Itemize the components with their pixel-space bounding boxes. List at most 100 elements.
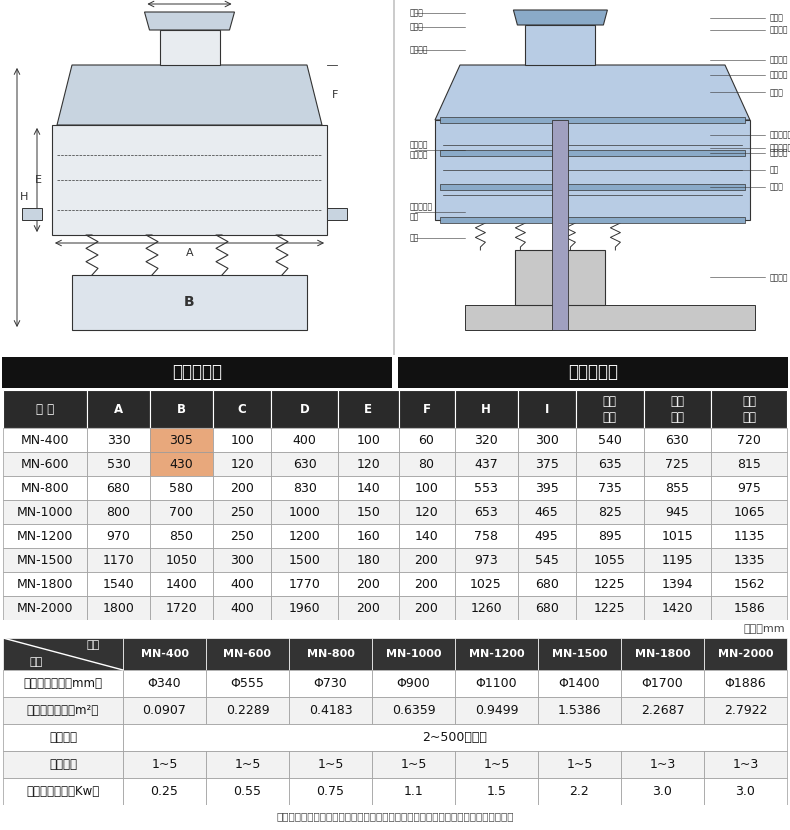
Text: 1050: 1050: [166, 554, 198, 567]
Text: 1~5: 1~5: [401, 758, 427, 771]
Bar: [372, 697, 455, 724]
Text: D: D: [299, 403, 310, 416]
Text: 758: 758: [474, 530, 498, 543]
Text: 0.0907: 0.0907: [142, 704, 186, 717]
Text: 1~5: 1~5: [566, 758, 592, 771]
Bar: [704, 638, 787, 670]
Text: 400: 400: [230, 578, 254, 590]
Bar: [123, 697, 206, 724]
Bar: [398, 428, 454, 452]
Text: 1025: 1025: [470, 578, 502, 590]
Text: 680: 680: [535, 578, 559, 590]
Bar: [22, 208, 42, 220]
Text: 一层
高度: 一层 高度: [603, 394, 617, 423]
Bar: [206, 638, 289, 670]
Text: MN-1800: MN-1800: [17, 578, 73, 590]
Bar: [213, 500, 271, 524]
Bar: [644, 390, 711, 428]
Bar: [398, 452, 454, 476]
Text: 橡胶球: 橡胶球: [770, 88, 784, 97]
Text: 1394: 1394: [661, 578, 693, 590]
Bar: [213, 548, 271, 572]
Bar: [644, 500, 711, 524]
Text: 100: 100: [415, 481, 438, 495]
Text: 1.1: 1.1: [404, 785, 423, 798]
Text: 单位：mm: 单位：mm: [743, 624, 785, 634]
Text: 2.2687: 2.2687: [641, 704, 684, 717]
Bar: [87, 500, 150, 524]
Text: 1720: 1720: [166, 602, 198, 614]
Text: A: A: [186, 248, 194, 258]
Text: 1335: 1335: [733, 554, 765, 567]
Text: 545: 545: [535, 554, 559, 567]
Text: Φ730: Φ730: [314, 677, 348, 690]
Text: 辅助筛网: 辅助筛网: [770, 26, 788, 35]
Bar: [338, 428, 398, 452]
Bar: [3, 390, 87, 428]
Text: 1420: 1420: [661, 602, 693, 614]
Text: 437: 437: [474, 457, 498, 471]
Text: 200: 200: [415, 578, 438, 590]
Bar: [515, 250, 605, 305]
Bar: [87, 452, 150, 476]
Bar: [576, 428, 644, 452]
Text: 700: 700: [170, 505, 194, 519]
Bar: [517, 500, 576, 524]
Bar: [644, 452, 711, 476]
Bar: [372, 778, 455, 805]
Bar: [271, 428, 338, 452]
Text: 150: 150: [356, 505, 380, 519]
Bar: [213, 452, 271, 476]
Bar: [455, 778, 538, 805]
Bar: [3, 548, 87, 572]
Text: 小尺径排料
束环: 小尺径排料 束环: [410, 203, 433, 222]
Text: 弹簧: 弹簧: [410, 233, 419, 242]
Text: B: B: [177, 403, 186, 416]
Text: 305: 305: [170, 433, 194, 447]
Bar: [644, 524, 711, 548]
Bar: [213, 390, 271, 428]
Bar: [454, 524, 517, 548]
Polygon shape: [514, 10, 608, 25]
Bar: [711, 428, 787, 452]
Text: 1~3: 1~3: [732, 758, 758, 771]
Text: MN-1500: MN-1500: [551, 649, 608, 659]
Bar: [372, 751, 455, 778]
Text: 1.5386: 1.5386: [558, 704, 601, 717]
Text: MN-1200: MN-1200: [17, 530, 73, 543]
Text: 1~3: 1~3: [649, 758, 675, 771]
Bar: [398, 572, 454, 596]
Bar: [3, 572, 87, 596]
Text: 140: 140: [415, 530, 438, 543]
Text: 800: 800: [107, 505, 130, 519]
Bar: [621, 670, 704, 697]
Bar: [87, 428, 150, 452]
Text: 顶部框架: 顶部框架: [410, 46, 428, 55]
Bar: [398, 476, 454, 500]
Bar: [372, 670, 455, 697]
Bar: [3, 751, 123, 778]
Text: 300: 300: [535, 433, 559, 447]
Text: 额外重锄板: 额外重锄板: [770, 144, 790, 153]
Bar: [538, 778, 621, 805]
Bar: [393, 0, 395, 355]
Text: MN-1500: MN-1500: [17, 554, 73, 567]
Bar: [3, 428, 87, 452]
Bar: [150, 572, 213, 596]
Text: 120: 120: [415, 505, 438, 519]
Bar: [552, 120, 568, 330]
Bar: [87, 524, 150, 548]
Bar: [576, 452, 644, 476]
Bar: [517, 476, 576, 500]
Bar: [440, 183, 745, 190]
Text: 3.0: 3.0: [653, 785, 672, 798]
Text: Φ1886: Φ1886: [724, 677, 766, 690]
Text: 防尘盖: 防尘盖: [410, 8, 424, 17]
Text: 553: 553: [474, 481, 498, 495]
Bar: [576, 548, 644, 572]
Bar: [454, 500, 517, 524]
Text: 200: 200: [356, 578, 380, 590]
Text: 1960: 1960: [289, 602, 321, 614]
Text: F: F: [332, 90, 338, 100]
Text: 1~5: 1~5: [483, 758, 510, 771]
